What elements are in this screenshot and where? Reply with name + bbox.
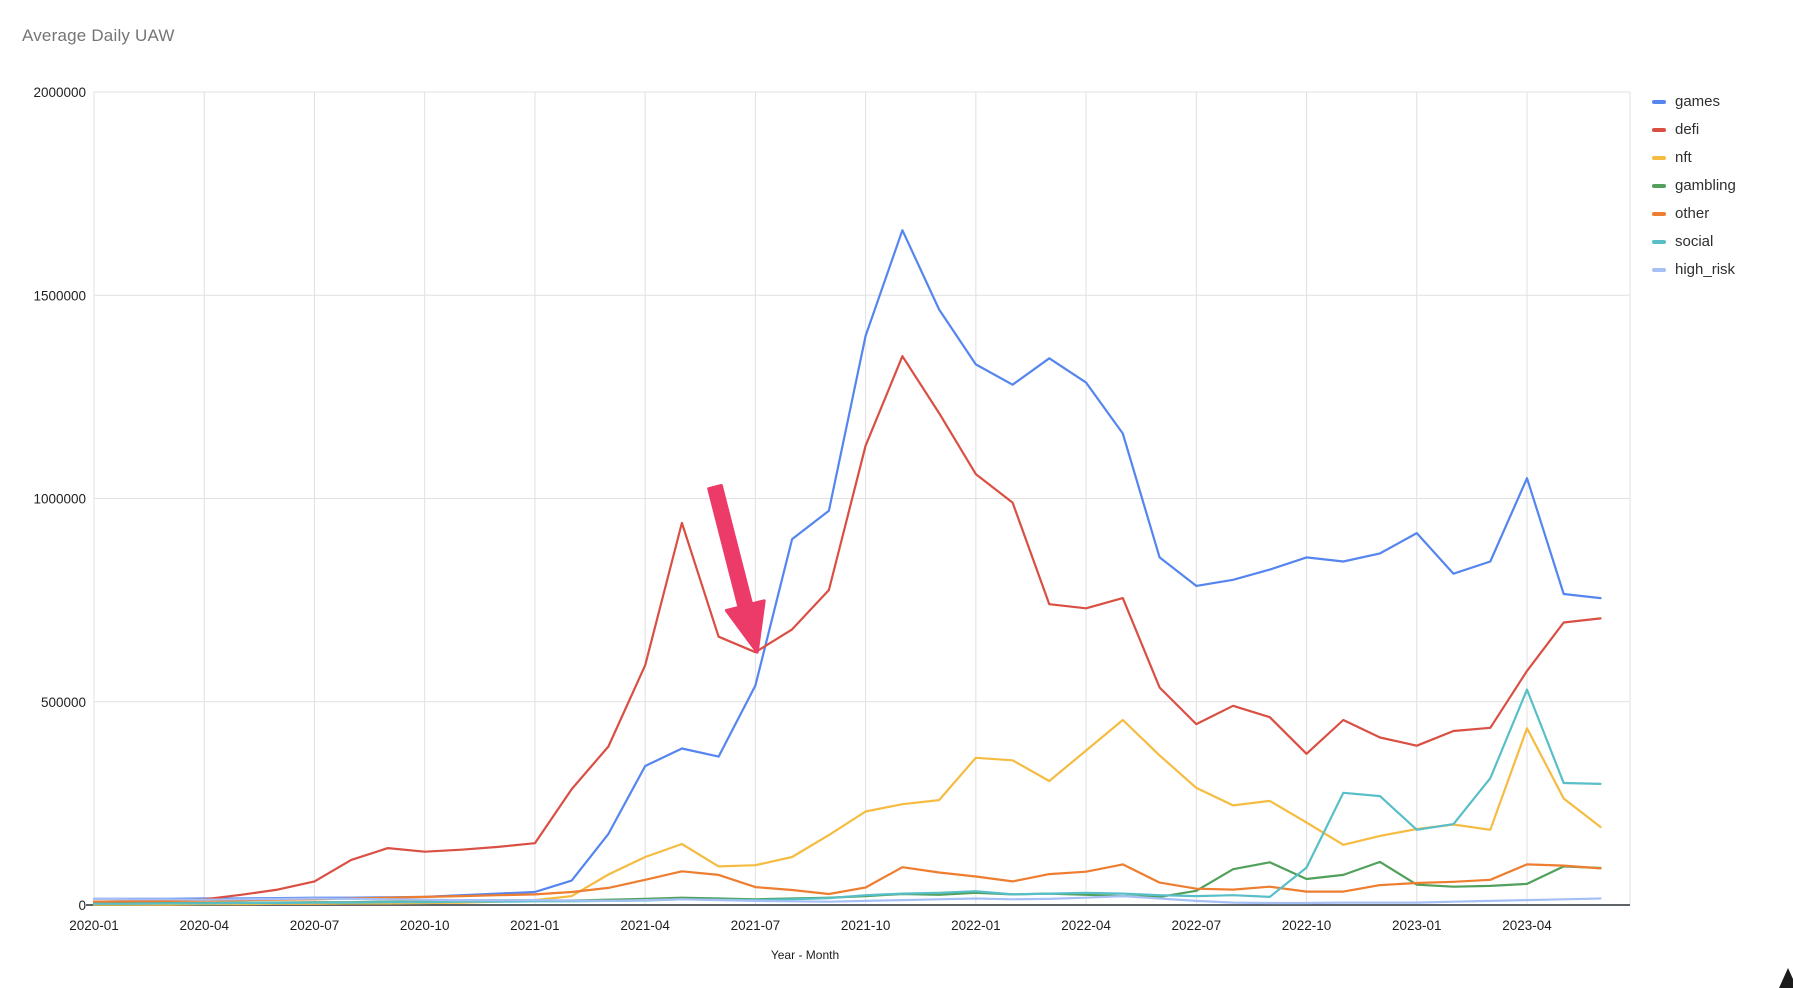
x-tick-label: 2020-01 — [69, 918, 119, 933]
legend-item-gambling[interactable]: gambling — [1652, 177, 1736, 195]
legend-item-label: high_risk — [1675, 261, 1736, 278]
legend-item-label: games — [1675, 93, 1721, 110]
chart-title: Average Daily UAW — [22, 26, 175, 45]
series-line-games — [92, 229, 1602, 901]
legend-item-high_risk[interactable]: high_risk — [1652, 261, 1736, 279]
series-lines — [92, 229, 1602, 906]
x-tick-label: 2021-04 — [620, 918, 670, 933]
y-axis-tick-labels: 2000000 1500000 1000000 500000 0 — [33, 85, 86, 913]
x-tick-label: 2022-01 — [951, 918, 1001, 933]
series-line-defi — [92, 355, 1602, 903]
x-tick-label: 2021-07 — [731, 918, 781, 933]
legend-swatch-defi — [1652, 128, 1666, 132]
legend-item-label: gambling — [1675, 177, 1736, 194]
x-tick-label: 2020-10 — [400, 918, 450, 933]
x-tick-label: 2021-01 — [510, 918, 560, 933]
arrow-annotation — [707, 484, 766, 654]
legend-item-label: other — [1675, 205, 1710, 222]
legend-swatch-gambling — [1652, 184, 1666, 188]
legend-item-social[interactable]: social — [1652, 233, 1736, 251]
legend-swatch-nft — [1652, 156, 1666, 160]
legend-item-nft[interactable]: nft — [1652, 149, 1736, 167]
arrow-shape — [707, 484, 766, 654]
x-tick-label: 2020-04 — [179, 918, 229, 933]
legend-swatch-other — [1652, 212, 1666, 216]
legend-item-label: nft — [1675, 149, 1692, 166]
legend: games defi nft gambling other social high_risk — [1652, 93, 1736, 279]
y-tick-label: 0 — [78, 898, 86, 913]
gridlines — [93, 91, 1631, 905]
y-tick-label: 1000000 — [33, 492, 86, 507]
legend-item-label: social — [1675, 233, 1714, 250]
legend-swatch-games — [1652, 100, 1666, 104]
legend-item-label: defi — [1675, 121, 1700, 138]
legend-item-games[interactable]: games — [1652, 93, 1736, 111]
x-tick-label: 2021-10 — [841, 918, 891, 933]
x-tick-label: 2023-04 — [1502, 918, 1552, 933]
x-tick-label: 2022-10 — [1282, 918, 1332, 933]
y-tick-label: 2000000 — [33, 85, 86, 100]
x-tick-label: 2023-01 — [1392, 918, 1442, 933]
x-tick-label: 2022-04 — [1061, 918, 1111, 933]
series-line-social — [92, 688, 1602, 905]
x-tick-label: 2022-07 — [1172, 918, 1222, 933]
y-tick-label: 1500000 — [33, 288, 86, 303]
legend-swatch-social — [1652, 240, 1666, 244]
series-line-nft — [92, 718, 1602, 906]
legend-swatch-high_risk — [1652, 268, 1666, 272]
legend-item-other[interactable]: other — [1652, 205, 1736, 223]
cursor-artifact — [1779, 968, 1793, 988]
x-tick-label: 2020-07 — [290, 918, 340, 933]
y-tick-label: 500000 — [41, 695, 86, 710]
x-axis-title: Year - Month — [771, 948, 839, 962]
legend-item-defi[interactable]: defi — [1652, 121, 1736, 139]
x-axis-tick-labels: 2020-01 2020-04 2020-07 2020-10 2021-01 2021-… — [69, 918, 1552, 933]
series-line-high_risk — [92, 894, 1602, 905]
